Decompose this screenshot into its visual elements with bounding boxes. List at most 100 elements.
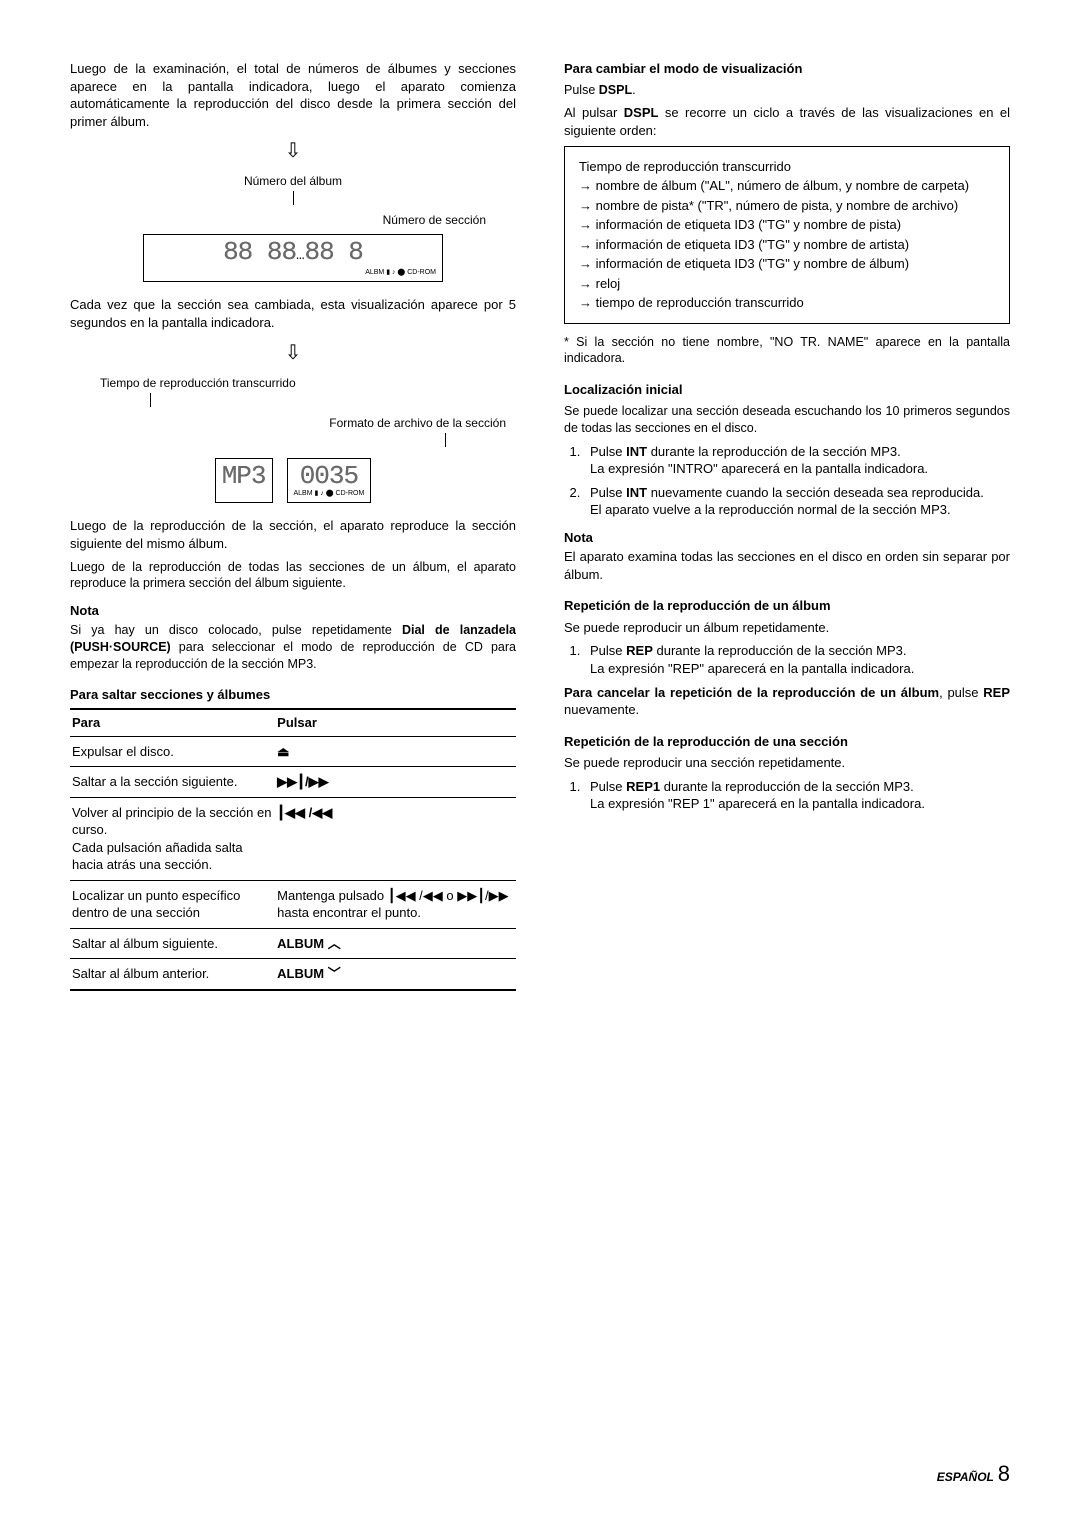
after-diagram-2-p1: Luego de la reproducción de la sección, … xyxy=(70,517,516,552)
txt-bold: DSPL xyxy=(624,105,659,120)
cell-pulsar: ┃◀◀ /◀◀ xyxy=(275,797,516,880)
txt-extra: La expresión "REP" aparecerá en la panta… xyxy=(590,661,914,676)
controls-table: Para Pulsar Expulsar el disco. ⏏ Saltar … xyxy=(70,708,516,991)
txt: , pulse xyxy=(939,685,983,700)
cell-para: Volver al principio de la sección en cur… xyxy=(70,797,275,880)
nota-2-text: El aparato examina todas las secciones e… xyxy=(564,548,1010,583)
page-number: 8 xyxy=(998,1461,1010,1486)
txt-bold: INT xyxy=(626,444,647,459)
right-column: Para cambiar el modo de visualización Pu… xyxy=(564,60,1010,991)
txt: Pulse xyxy=(590,444,626,459)
initial-location-text: Se puede localizar una sección deseada e… xyxy=(564,403,1010,437)
table-row: Saltar al álbum anterior. ALBUM ﹀ xyxy=(70,959,516,990)
txt-extra: La expresión "REP 1" aparecerá en la pan… xyxy=(590,796,925,811)
cell-para: Expulsar el disco. xyxy=(70,736,275,767)
txt: Al pulsar xyxy=(564,105,624,120)
page-footer: ESPAÑOL 8 xyxy=(937,1459,1010,1489)
nota-heading: Nota xyxy=(70,602,516,620)
footnote: * Si la sección no tiene nombre, "NO TR.… xyxy=(564,334,1010,368)
section-repeat-heading: Repetición de la reproducción de una sec… xyxy=(564,733,1010,751)
album-repeat-text: Se puede reproducir un álbum repetidamen… xyxy=(564,619,1010,637)
txt-bold: REP1 xyxy=(626,779,660,794)
table-row: Saltar al álbum siguiente. ALBUM ︿ xyxy=(70,928,516,959)
display-press-dspl: Pulse DSPL. xyxy=(564,82,1010,99)
txt-bold: DSPL xyxy=(599,83,632,97)
txt: durante la reproducción de la sección MP… xyxy=(647,444,901,459)
table-row: Saltar a la sección siguiente. ▶▶┃/▶▶ xyxy=(70,767,516,798)
txt: nuevamente cuando la sección deseada sea… xyxy=(647,485,984,500)
initial-location-heading: Localización inicial xyxy=(564,381,1010,399)
cell-para: Localizar un punto específico dentro de … xyxy=(70,880,275,928)
cell-para: Saltar a la sección siguiente. xyxy=(70,767,275,798)
after-diagram-1-text: Cada vez que la sección sea cambiada, es… xyxy=(70,296,516,331)
box-line: → nombre de álbum ("AL", número de álbum… xyxy=(579,176,995,196)
display-order-box: Tiempo de reproducción transcurrido → no… xyxy=(564,146,1010,324)
table-row: Localizar un punto específico dentro de … xyxy=(70,880,516,928)
initial-location-steps: Pulse INT durante la reproducción de la … xyxy=(564,443,1010,519)
cell-pulsar: Mantenga pulsado ┃◀◀ /◀◀ o ▶▶┃/▶▶ hasta … xyxy=(275,880,516,928)
cell-pulsar: ▶▶┃/▶▶ xyxy=(275,767,516,798)
connector-line xyxy=(70,393,516,412)
lcd-indicators: ALBM ▮ ♪ ⬤ CD-ROM xyxy=(294,489,365,498)
txt-bold: REP xyxy=(626,643,653,658)
th-para: Para xyxy=(70,709,275,736)
box-line: Tiempo de reproducción transcurrido xyxy=(579,157,995,177)
intro-paragraph: Luego de la examinación, el total de núm… xyxy=(70,60,516,130)
display-mode-heading: Para cambiar el modo de visualización xyxy=(564,60,1010,78)
skip-sections-heading: Para saltar secciones y álbumes xyxy=(70,686,516,704)
left-column: Luego de la examinación, el total de núm… xyxy=(70,60,516,991)
box-line: → información de etiqueta ID3 ("TG" y no… xyxy=(579,254,995,274)
cell-para: Saltar al álbum anterior. xyxy=(70,959,275,990)
language-label: ESPAÑOL xyxy=(937,1470,994,1484)
txt-extra: La expresión "INTRO" aparecerá en la pan… xyxy=(590,461,928,476)
cell-para: Saltar al álbum siguiente. xyxy=(70,928,275,959)
txt: Pulse xyxy=(590,485,626,500)
box-line: → tiempo de reproducción transcurrido xyxy=(579,293,995,313)
section-repeat-steps: Pulse REP1 durante la reproducción de la… xyxy=(564,778,1010,813)
txt: nuevamente. xyxy=(564,702,639,717)
txt-bold: Para cancelar la repetición de la reprod… xyxy=(564,685,939,700)
down-arrow-icon: ⇩ xyxy=(70,340,516,367)
cancel-repeat-text: Para cancelar la repetición de la reprod… xyxy=(564,684,1010,719)
down-arrow-icon: ⇩ xyxy=(70,138,516,165)
mp3-segment: MP3 xyxy=(222,461,266,491)
cell-pulsar: ALBUM ﹀ xyxy=(275,959,516,990)
album-repeat-steps: Pulse REP durante la reproducción de la … xyxy=(564,642,1010,677)
after-diagram-2-p2: Luego de la reproducción de todas las se… xyxy=(70,559,516,593)
section-number-label: Número de sección xyxy=(70,212,516,228)
txt: Pulse xyxy=(564,83,599,97)
box-line: → nombre de pista* ("TR", número de pist… xyxy=(579,196,995,216)
nota-heading: Nota xyxy=(564,529,1010,547)
table-row: Expulsar el disco. ⏏ xyxy=(70,736,516,767)
cell-pulsar: ALBUM ︿ xyxy=(275,928,516,959)
txt: Pulse xyxy=(590,643,626,658)
list-item: Pulse INT nuevamente cuando la sección d… xyxy=(584,484,1010,519)
section-repeat-text: Se puede reproducir una sección repetida… xyxy=(564,754,1010,772)
list-item: Pulse INT durante la reproducción de la … xyxy=(584,443,1010,478)
display-cycle-text: Al pulsar DSPL se recorre un ciclo a tra… xyxy=(564,104,1010,139)
elapsed-time-label: Tiempo de reproducción transcurrido xyxy=(70,375,516,391)
box-line: → reloj xyxy=(579,274,995,294)
txt-bold: INT xyxy=(626,485,647,500)
display-diagram-1: 88 88…88 8 ALBM ▮ ♪ ⬤ CD-ROM xyxy=(70,234,516,282)
nota-1-text: Si ya hay un disco colocado, pulse repet… xyxy=(70,622,516,673)
txt-extra: El aparato vuelve a la reproducción norm… xyxy=(590,502,951,517)
txt: . xyxy=(632,83,635,97)
box-line: → información de etiqueta ID3 ("TG" y no… xyxy=(579,235,995,255)
txt-bold: REP xyxy=(983,685,1010,700)
time-segment: 0035 xyxy=(300,461,358,491)
album-repeat-heading: Repetición de la reproducción de un álbu… xyxy=(564,597,1010,615)
txt: durante la reproducción de la sección MP… xyxy=(660,779,914,794)
list-item: Pulse REP1 durante la reproducción de la… xyxy=(584,778,1010,813)
connector-line xyxy=(70,433,516,452)
list-item: Pulse REP durante la reproducción de la … xyxy=(584,642,1010,677)
table-row: Volver al principio de la sección en cur… xyxy=(70,797,516,880)
connector-line xyxy=(70,191,516,210)
cell-pulsar: ⏏ xyxy=(275,736,516,767)
file-format-label: Formato de archivo de la sección xyxy=(70,415,516,431)
txt: durante la reproducción de la sección MP… xyxy=(653,643,907,658)
txt: Pulse xyxy=(590,779,626,794)
nota1-pre: Si ya hay un disco colocado, pulse repet… xyxy=(70,623,402,637)
album-number-label: Número del álbum xyxy=(70,173,516,189)
th-pulsar: Pulsar xyxy=(275,709,516,736)
